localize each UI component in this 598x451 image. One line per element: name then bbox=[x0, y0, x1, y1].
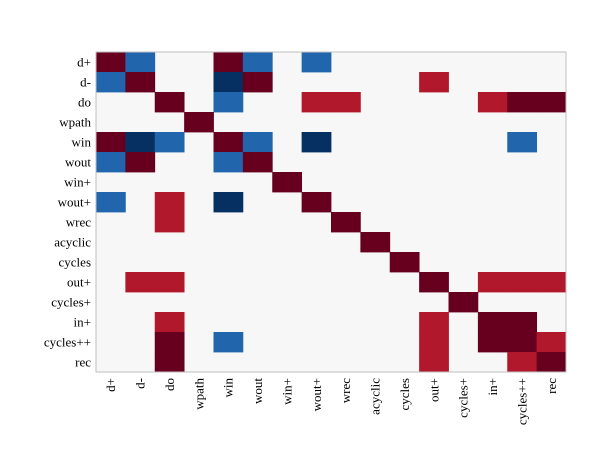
heatmap-cell-rec-rec bbox=[536, 352, 567, 373]
column-label: out+ bbox=[426, 378, 441, 402]
column-label: cycles+ bbox=[456, 378, 471, 418]
heatmap-cell-d+-wout+ bbox=[301, 52, 332, 73]
row-label: rec bbox=[75, 355, 91, 370]
column-label: in+ bbox=[485, 378, 500, 395]
heatmap-cell-do-wout+ bbox=[301, 92, 332, 113]
column-label: wpath bbox=[191, 378, 206, 410]
heatmap-cell-win-cycles++ bbox=[507, 132, 538, 153]
heatmap-cell-wout+-do bbox=[154, 192, 185, 213]
heatmap-cell-out+-rec bbox=[536, 272, 567, 293]
heatmap-cell-wout-d+ bbox=[96, 152, 126, 173]
plot-frame bbox=[95, 51, 567, 373]
heatmap-cell-wout+-wout+ bbox=[301, 192, 332, 213]
heatmap-cell-out+-d- bbox=[125, 272, 156, 293]
row-label: cycles+ bbox=[51, 295, 91, 310]
heatmap-cell-d--wout bbox=[242, 72, 273, 93]
heatmap-cell-do-do bbox=[154, 92, 185, 113]
heatmap-cell-do-cycles++ bbox=[507, 92, 538, 113]
column-label: wrec bbox=[338, 378, 353, 403]
heatmap-cell-wrec-do bbox=[154, 212, 185, 233]
heatmap-cell-win-win bbox=[213, 132, 244, 153]
row-label: cycles bbox=[59, 255, 91, 270]
heatmap-cell-wout-win bbox=[213, 152, 244, 173]
row-label: win+ bbox=[64, 175, 91, 190]
heatmap-cell-win+-win+ bbox=[272, 172, 303, 193]
column-label: cycles++ bbox=[514, 378, 529, 425]
heatmap-cell-win-d- bbox=[125, 132, 156, 153]
heatmap-cell-cycles++-do bbox=[154, 332, 185, 353]
heatmap-cell-cycles-cycles bbox=[389, 252, 420, 273]
heatmap-cell-d+-d+ bbox=[96, 52, 126, 73]
column-label: d- bbox=[133, 378, 148, 389]
row-label: wout bbox=[65, 155, 91, 170]
heatmap-cell-wout-wout bbox=[242, 152, 273, 173]
heatmap-cell-acyclic-acyclic bbox=[360, 232, 391, 253]
row-label: wpath bbox=[59, 115, 91, 130]
heatmap-cell-out+-in+ bbox=[477, 272, 508, 293]
column-label: wout bbox=[250, 378, 265, 404]
heatmap-cell-cycles++-in+ bbox=[477, 332, 508, 353]
row-label: do bbox=[78, 95, 91, 110]
column-label: cycles bbox=[397, 378, 412, 410]
row-label: acyclic bbox=[54, 235, 91, 250]
column-label: d+ bbox=[103, 378, 118, 392]
heatmap-cell-win-wout bbox=[242, 132, 273, 153]
heatmap-cell-cycles++-win bbox=[213, 332, 244, 353]
row-label: in+ bbox=[74, 315, 91, 330]
row-label: cycles++ bbox=[44, 335, 91, 350]
column-label: rec bbox=[544, 378, 559, 394]
column-tick-labels: d+ d-do wpath win wout win+ wout+ wrec acyclic cy… bbox=[103, 378, 559, 426]
row-label: d+ bbox=[77, 55, 91, 70]
heatmap-cell-do-win bbox=[213, 92, 244, 113]
column-label: win+ bbox=[279, 378, 294, 405]
heatmap-cell-d--d- bbox=[125, 72, 156, 93]
heatmap-cell-do-in+ bbox=[477, 92, 508, 113]
heatmap-cell-d+-wout bbox=[242, 52, 273, 73]
heatmap-cell-d--win bbox=[213, 72, 244, 93]
heatmap-cell-win-do bbox=[154, 132, 185, 153]
heatmap-cell-d--d+ bbox=[96, 72, 126, 93]
heatmap-cell-in+-out+ bbox=[419, 312, 449, 333]
heatmap-cell-out+-do bbox=[154, 272, 185, 293]
heatmap-cells bbox=[96, 52, 567, 373]
heatmap-cell-rec-do bbox=[154, 352, 185, 373]
heatmap-cell-wpath-wpath bbox=[184, 112, 214, 133]
heatmap-cell-rec-out+ bbox=[419, 352, 449, 373]
heatmap-cell-in+-do bbox=[154, 312, 185, 333]
heatmap-cell-wout+-d+ bbox=[96, 192, 126, 213]
row-label: wout+ bbox=[58, 195, 91, 210]
heatmap-cell-wout+-win bbox=[213, 192, 244, 213]
heatmap-cell-cycles++-out+ bbox=[419, 332, 449, 353]
heatmap-cell-cycles+-cycles+ bbox=[448, 292, 479, 313]
row-label: d- bbox=[80, 75, 91, 90]
heatmap-cell-in+-cycles++ bbox=[507, 312, 538, 333]
row-label: out+ bbox=[67, 275, 91, 290]
heatmap-cell-do-wrec bbox=[331, 92, 361, 113]
heatmap-cell-out+-out+ bbox=[419, 272, 449, 293]
row-label: wrec bbox=[66, 215, 91, 230]
column-label: win bbox=[221, 378, 236, 398]
row-label: win bbox=[72, 135, 92, 150]
heatmap-cell-cycles++-cycles++ bbox=[507, 332, 538, 353]
heatmap-cell-d+-win bbox=[213, 52, 244, 73]
heatmap-cell-rec-cycles++ bbox=[507, 352, 538, 373]
heatmap-cell-win-d+ bbox=[96, 132, 126, 153]
heatmap-cell-wout-d- bbox=[125, 152, 156, 173]
heatmap-cell-out+-cycles++ bbox=[507, 272, 538, 293]
column-label: do bbox=[162, 378, 177, 391]
heatmap-cell-cycles++-rec bbox=[536, 332, 567, 353]
row-tick-labels: d+ d-do wpath win wout win+ wout+ wrec acyclic cy… bbox=[44, 55, 92, 370]
heatmap-cell-d+-d- bbox=[125, 52, 156, 73]
heatmap-cell-d--out+ bbox=[419, 72, 449, 93]
heatmap-cell-in+-in+ bbox=[477, 312, 508, 333]
column-label: wout+ bbox=[309, 378, 324, 411]
column-label: acyclic bbox=[368, 378, 383, 415]
heatmap-cell-do-rec bbox=[536, 92, 567, 113]
heatmap-cell-win-wout+ bbox=[301, 132, 332, 153]
heatmap-cell-wrec-wrec bbox=[331, 212, 361, 233]
